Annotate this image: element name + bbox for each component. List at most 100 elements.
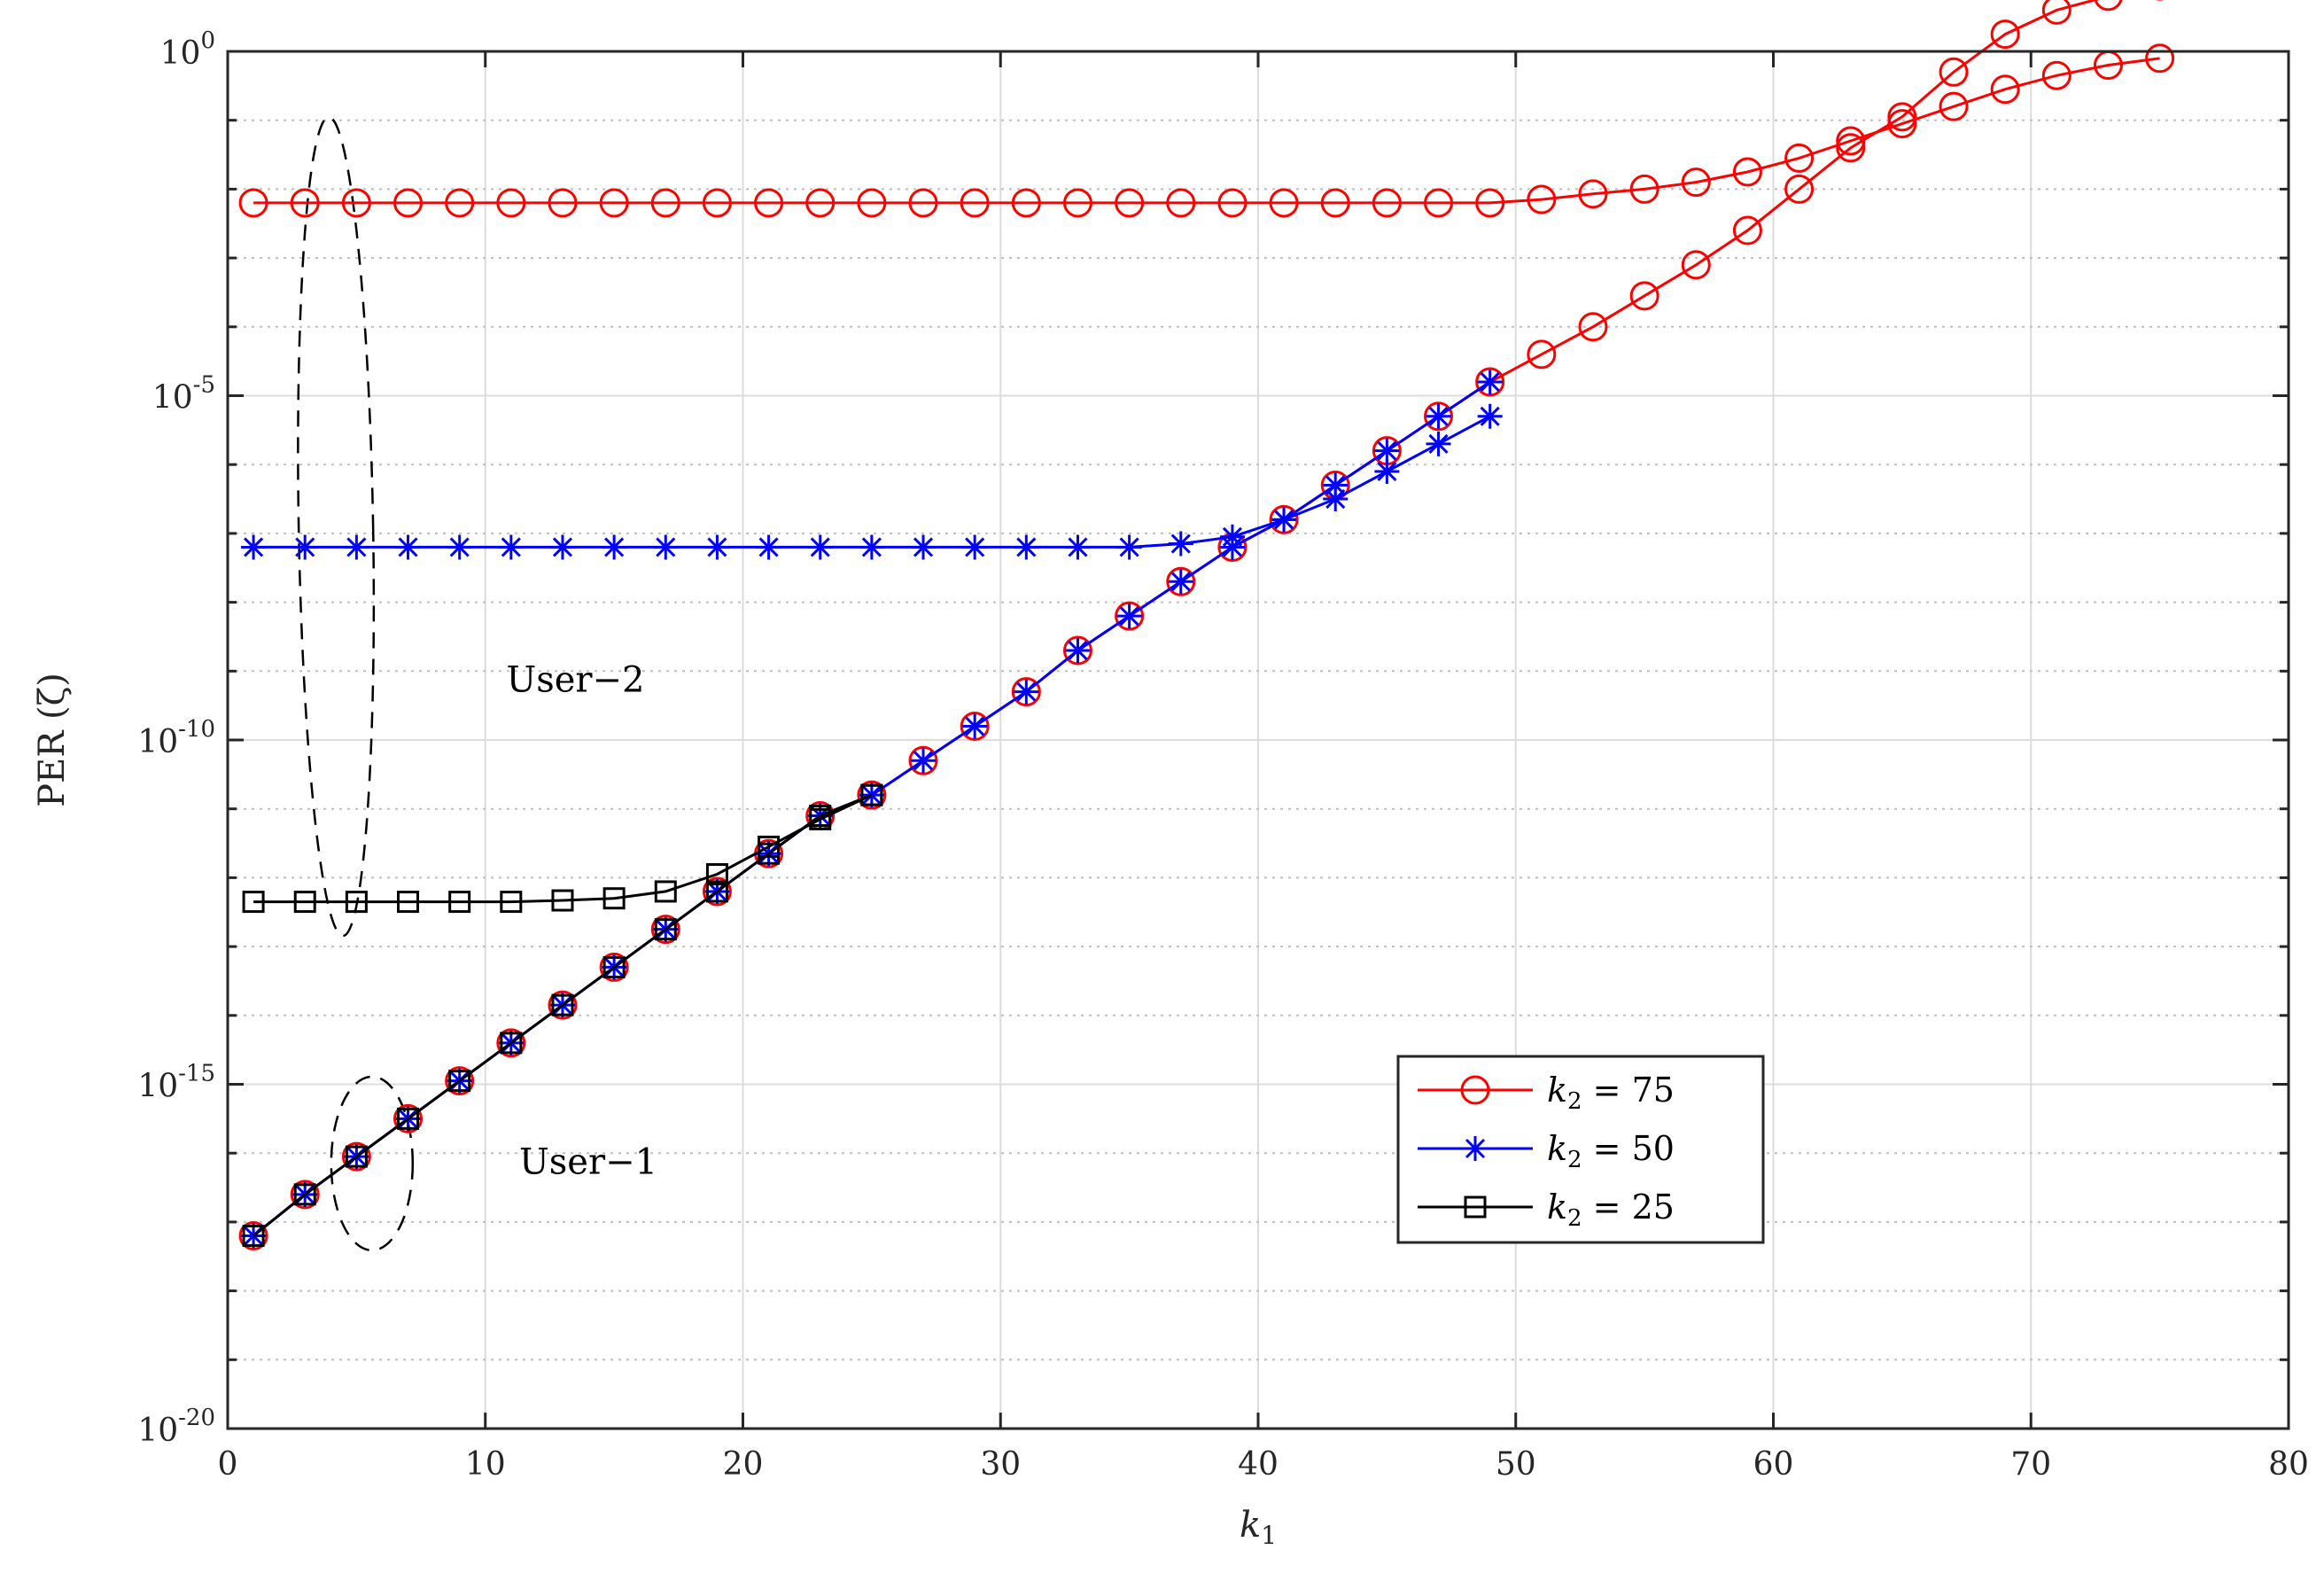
series-point [1475, 367, 1505, 397]
series-point [1990, 74, 2020, 105]
series-point [1065, 534, 1091, 560]
series-point [496, 1028, 526, 1058]
series-point [1168, 531, 1193, 557]
series-point [448, 891, 471, 914]
series-point [1374, 438, 1400, 463]
series-point [1014, 679, 1039, 705]
user1-ellipse [330, 1075, 415, 1252]
series-point [1578, 179, 1608, 209]
series-point [500, 1032, 523, 1055]
series-point [293, 891, 316, 914]
series-point [1271, 507, 1297, 533]
series-point [962, 713, 988, 739]
y-tick-label: 10-10 [137, 716, 215, 760]
x-tick-label: 40 [1238, 1446, 1279, 1483]
series-point [1732, 215, 1762, 245]
series-point [548, 188, 578, 218]
series-point [911, 534, 937, 560]
series-point [1784, 143, 1815, 173]
series-point [393, 188, 424, 218]
series-point [1475, 188, 1505, 218]
series-line [253, 57, 2160, 205]
x-tick-label: 70 [2010, 1446, 2051, 1483]
series-point [1836, 133, 1866, 163]
series-point [2041, 0, 2071, 25]
series-point [1681, 250, 1711, 280]
series-point [1323, 487, 1349, 512]
series-point [654, 918, 677, 941]
annotation-2: User−1 [519, 1142, 657, 1183]
series-point [345, 891, 368, 914]
legend-marker [1460, 1075, 1490, 1105]
user2-ellipse [297, 115, 376, 938]
series-point [1990, 19, 2020, 50]
legend-marker [1464, 1195, 1487, 1219]
series-point [341, 1141, 371, 1172]
series-point [1374, 458, 1400, 484]
series-point [1836, 126, 1866, 156]
series-1-user2 [241, 403, 1503, 560]
series-point [654, 880, 677, 903]
series-point [702, 876, 732, 907]
x-tick-label: 60 [1753, 1446, 1794, 1483]
series-point [807, 534, 833, 560]
series-point [650, 188, 680, 218]
series-point [1323, 472, 1349, 498]
series-point [1168, 569, 1193, 595]
series-point [498, 534, 524, 560]
legend-label: k2 = 25 [1547, 1188, 1675, 1232]
series-point [1011, 677, 1041, 707]
series-point [758, 835, 781, 858]
series-point [1116, 534, 1142, 560]
series-point [238, 188, 268, 218]
series-point [238, 1220, 268, 1250]
series-point [500, 891, 523, 914]
series-point [1424, 188, 1454, 218]
series-2-user1 [242, 783, 883, 1247]
series-point [290, 188, 320, 218]
series-point [395, 534, 421, 560]
series-point [397, 1107, 420, 1130]
series-point [1115, 188, 1145, 218]
series-point [602, 887, 626, 910]
y-tick-label: 10-15 [137, 1061, 215, 1105]
series-point [1426, 431, 1451, 456]
series-point [599, 952, 629, 982]
series-point [1426, 403, 1451, 429]
y-tick-label: 10-5 [152, 372, 215, 417]
series-point [393, 1103, 424, 1133]
series-point [341, 188, 371, 218]
series-point [496, 188, 526, 218]
series-0-user2 [238, 43, 2175, 218]
x-tick-label: 0 [218, 1446, 238, 1483]
series-point [1372, 188, 1402, 218]
series-point [857, 780, 887, 810]
series-point [1424, 401, 1454, 432]
legend-marker [1463, 1136, 1488, 1161]
x-axis-label: k1 [1240, 1505, 1277, 1550]
series-point [809, 807, 832, 830]
series-point [1887, 109, 1917, 139]
legend-label: k2 = 50 [1547, 1129, 1675, 1173]
series-point [1062, 188, 1092, 218]
x-tick-label: 80 [2268, 1446, 2309, 1483]
y-tick-label: 100 [160, 27, 215, 72]
annotation-ellipses [297, 115, 415, 1252]
series-point [653, 534, 679, 560]
series-point [1527, 339, 1557, 370]
series-point [1065, 637, 1091, 663]
series-point [292, 534, 318, 560]
series-point [549, 534, 575, 560]
series-point [960, 711, 990, 741]
series-point [1116, 604, 1142, 629]
series-point [650, 915, 680, 945]
series-point [1477, 369, 1503, 394]
series-point [1269, 188, 1299, 218]
series-point [857, 188, 887, 218]
series-point [293, 1183, 316, 1206]
series-point [551, 889, 574, 912]
y-axis-label: PER (ζ) [32, 673, 73, 807]
series-point [1269, 504, 1299, 534]
series-point [1939, 57, 1969, 87]
series-point [705, 863, 728, 886]
